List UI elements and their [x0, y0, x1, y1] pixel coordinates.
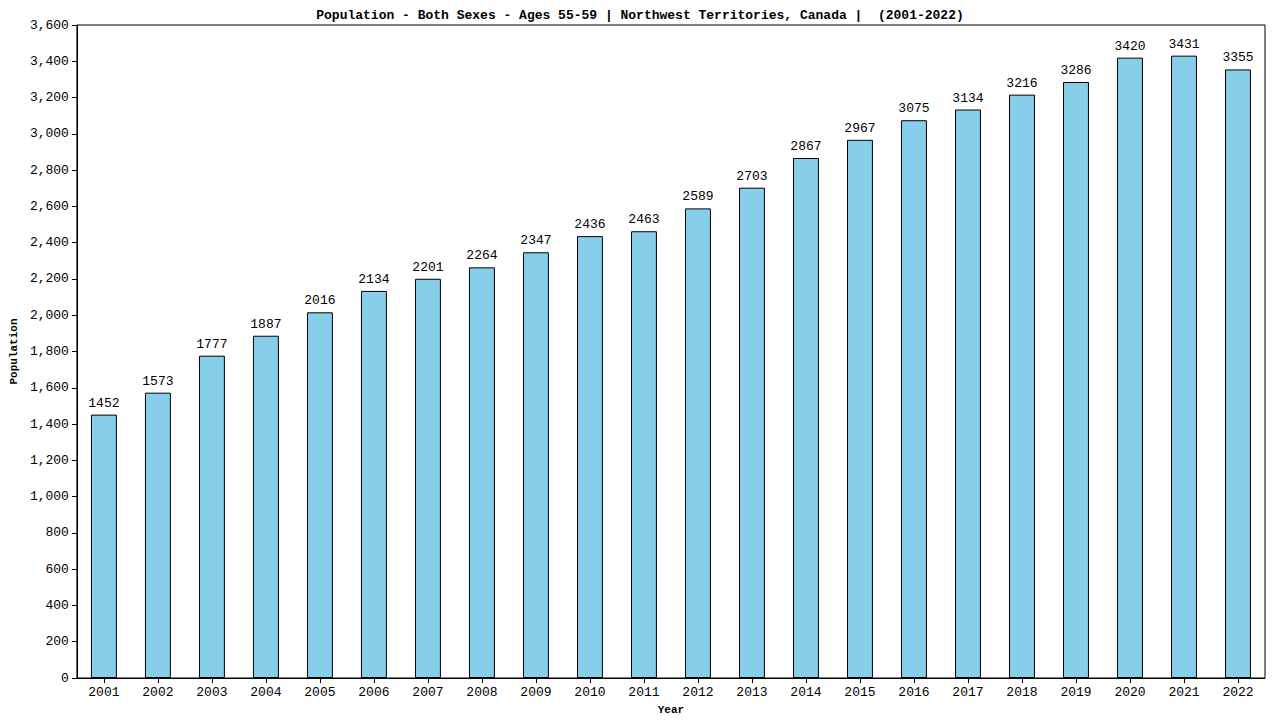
svg-text:2016: 2016 [898, 685, 929, 700]
svg-text:2021: 2021 [1168, 685, 1199, 700]
svg-text:3134: 3134 [952, 91, 983, 106]
svg-text:2264: 2264 [466, 248, 497, 263]
svg-text:Population: Population [8, 318, 20, 384]
svg-text:1573: 1573 [142, 374, 173, 389]
svg-text:2005: 2005 [304, 685, 335, 700]
svg-text:1,600: 1,600 [30, 380, 69, 395]
svg-text:2010: 2010 [574, 685, 605, 700]
svg-text:2003: 2003 [196, 685, 227, 700]
svg-text:3420: 3420 [1114, 39, 1145, 54]
svg-text:Year: Year [658, 704, 684, 716]
svg-text:2,200: 2,200 [30, 271, 69, 286]
svg-text:3075: 3075 [898, 101, 929, 116]
svg-text:2967: 2967 [844, 121, 875, 136]
svg-text:2,400: 2,400 [30, 235, 69, 250]
svg-text:2013: 2013 [736, 685, 767, 700]
svg-text:3,400: 3,400 [30, 54, 69, 69]
svg-text:3431: 3431 [1168, 37, 1199, 52]
svg-text:2002: 2002 [142, 685, 173, 700]
svg-text:2018: 2018 [1006, 685, 1037, 700]
svg-text:2022: 2022 [1222, 685, 1253, 700]
svg-text:2,000: 2,000 [30, 308, 69, 323]
svg-text:400: 400 [46, 598, 69, 613]
svg-text:3355: 3355 [1222, 50, 1253, 65]
svg-text:2009: 2009 [520, 685, 551, 700]
svg-text:2703: 2703 [736, 169, 767, 184]
svg-text:2012: 2012 [682, 685, 713, 700]
svg-text:2008: 2008 [466, 685, 497, 700]
svg-text:2019: 2019 [1060, 685, 1091, 700]
svg-text:1,000: 1,000 [30, 489, 69, 504]
svg-text:2006: 2006 [358, 685, 389, 700]
svg-text:1,200: 1,200 [30, 453, 69, 468]
svg-text:1777: 1777 [196, 337, 227, 352]
svg-text:800: 800 [46, 525, 69, 540]
svg-text:2015: 2015 [844, 685, 875, 700]
svg-text:1,800: 1,800 [30, 344, 69, 359]
svg-text:2463: 2463 [628, 212, 659, 227]
svg-text:1,400: 1,400 [30, 417, 69, 432]
svg-text:3286: 3286 [1060, 63, 1091, 78]
svg-text:2001: 2001 [88, 685, 119, 700]
svg-text:2,600: 2,600 [30, 199, 69, 214]
svg-text:3,200: 3,200 [30, 90, 69, 105]
svg-text:2436: 2436 [574, 217, 605, 232]
svg-text:3,600: 3,600 [30, 18, 69, 33]
svg-text:600: 600 [46, 562, 69, 577]
svg-text:2014: 2014 [790, 685, 821, 700]
svg-text:2134: 2134 [358, 272, 389, 287]
svg-text:2,800: 2,800 [30, 163, 69, 178]
svg-text:2347: 2347 [520, 233, 551, 248]
svg-text:2011: 2011 [628, 685, 659, 700]
svg-text:1887: 1887 [250, 317, 281, 332]
svg-text:2867: 2867 [790, 139, 821, 154]
svg-text:200: 200 [46, 634, 69, 649]
svg-text:2007: 2007 [412, 685, 443, 700]
svg-text:2020: 2020 [1114, 685, 1145, 700]
svg-text:2016: 2016 [304, 293, 335, 308]
svg-text:2004: 2004 [250, 685, 281, 700]
svg-text:2017: 2017 [952, 685, 983, 700]
svg-text:1452: 1452 [88, 396, 119, 411]
svg-text:Population - Both Sexes - Ages: Population - Both Sexes - Ages 55-59 | N… [316, 8, 964, 23]
svg-text:3,000: 3,000 [30, 126, 69, 141]
svg-text:2201: 2201 [412, 260, 443, 275]
svg-text:0: 0 [61, 671, 69, 686]
svg-text:2589: 2589 [682, 189, 713, 204]
svg-text:3216: 3216 [1006, 76, 1037, 91]
